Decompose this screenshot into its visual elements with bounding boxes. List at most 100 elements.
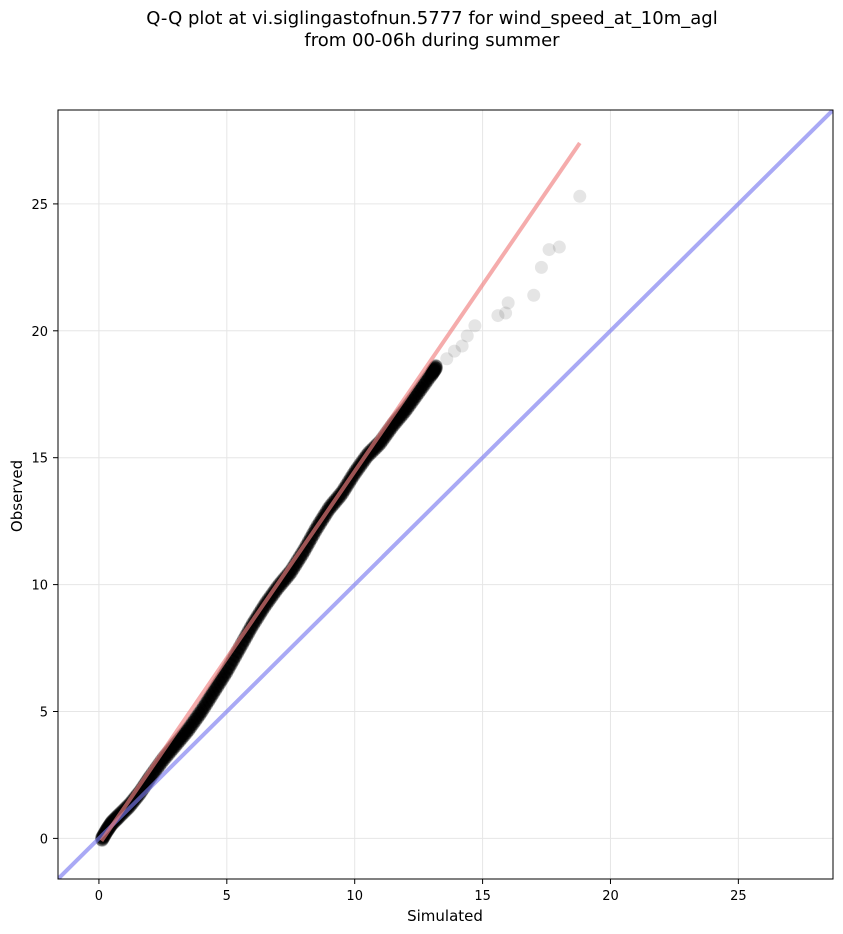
data-point	[180, 724, 194, 738]
data-point	[206, 687, 220, 701]
data-point	[192, 706, 206, 720]
y-tick-label: 15	[31, 452, 48, 467]
data-point	[218, 668, 232, 682]
x-tick-label: 0	[95, 889, 103, 904]
data-point	[225, 656, 239, 670]
data-point	[205, 685, 219, 699]
data-point	[203, 691, 217, 705]
data-point	[429, 361, 443, 375]
data-point	[412, 384, 426, 398]
data-point	[197, 701, 211, 715]
data-point	[402, 398, 416, 412]
data-point	[185, 718, 199, 732]
data-point	[190, 709, 204, 723]
data-point	[171, 735, 185, 749]
data-point	[426, 363, 440, 377]
data-point	[394, 410, 408, 424]
data-point	[420, 372, 434, 386]
data-point	[197, 701, 211, 715]
data-point	[171, 737, 185, 751]
data-point	[429, 359, 443, 373]
data-point	[428, 363, 442, 377]
data-point	[413, 382, 427, 396]
data-point	[229, 650, 243, 664]
data-point	[409, 390, 423, 404]
data-point	[534, 260, 548, 274]
data-point	[178, 725, 192, 739]
data-point	[402, 397, 416, 411]
data-point	[177, 729, 191, 743]
data-point	[424, 365, 438, 379]
data-point	[174, 730, 188, 744]
data-point	[416, 380, 430, 394]
data-point	[213, 676, 227, 690]
data-point	[211, 680, 225, 694]
data-point	[171, 737, 185, 751]
data-point	[426, 367, 440, 381]
data-point	[180, 727, 194, 741]
data-point	[415, 378, 429, 392]
data-point	[176, 727, 190, 741]
data-point	[203, 688, 217, 702]
data-point	[410, 389, 424, 403]
data-point	[207, 682, 221, 696]
data-point	[168, 739, 182, 753]
data-point	[425, 364, 439, 378]
data-point	[215, 673, 229, 687]
data-point	[396, 407, 410, 421]
data-point	[173, 732, 187, 746]
data-point	[181, 723, 195, 737]
data-point	[429, 359, 443, 373]
data-point	[219, 666, 233, 680]
data-point	[405, 395, 419, 409]
data-point	[185, 715, 199, 729]
data-point	[166, 742, 180, 756]
data-point	[183, 719, 197, 733]
data-point	[429, 360, 443, 374]
data-point	[414, 384, 428, 398]
data-point	[527, 288, 541, 302]
data-point	[214, 673, 228, 687]
data-point	[425, 368, 439, 382]
data-point	[191, 708, 205, 722]
data-point	[403, 397, 417, 411]
data-point	[413, 381, 427, 395]
data-point	[399, 405, 413, 419]
data-point	[209, 680, 223, 694]
data-point	[418, 375, 432, 389]
data-point	[224, 658, 238, 672]
data-point	[407, 393, 421, 407]
data-point	[205, 687, 219, 701]
data-point	[208, 682, 222, 696]
data-point	[222, 661, 236, 675]
data-point	[426, 363, 440, 377]
data-point	[211, 677, 225, 691]
data-point	[172, 734, 186, 748]
data-point	[204, 689, 218, 703]
data-point	[415, 378, 429, 392]
data-point	[172, 732, 186, 746]
data-point	[218, 666, 232, 680]
data-point	[426, 367, 440, 381]
data-point	[185, 716, 199, 730]
data-point	[220, 665, 234, 679]
data-point	[428, 364, 442, 378]
data-point	[440, 352, 454, 366]
data-point	[162, 748, 176, 762]
data-point	[401, 402, 415, 416]
data-point	[429, 361, 443, 375]
data-point	[401, 400, 415, 414]
data-point	[199, 695, 213, 709]
data-point	[427, 364, 441, 378]
data-point	[418, 377, 432, 391]
data-point	[181, 722, 195, 736]
data-point	[397, 406, 411, 420]
y-tick-label: 10	[31, 579, 48, 594]
data-point	[169, 739, 183, 753]
data-point	[182, 721, 196, 735]
data-point	[209, 682, 223, 696]
data-point	[419, 373, 433, 387]
data-point	[196, 702, 210, 716]
data-point	[198, 698, 212, 712]
data-point	[427, 365, 441, 379]
